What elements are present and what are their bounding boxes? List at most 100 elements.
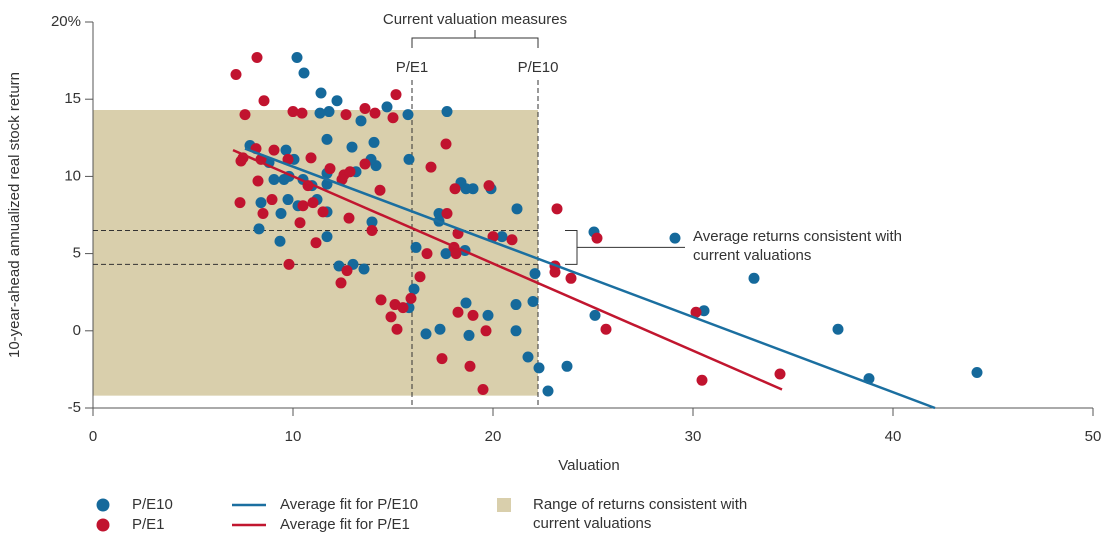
point	[278, 173, 290, 185]
point	[496, 231, 508, 243]
y-tick-label: 5	[73, 245, 81, 262]
point	[239, 109, 251, 121]
point	[452, 306, 464, 318]
point	[283, 258, 295, 270]
point	[252, 175, 264, 187]
point	[464, 360, 476, 372]
point	[282, 194, 294, 206]
point	[511, 203, 523, 215]
point	[483, 180, 495, 192]
x-tick-label: 0	[89, 428, 97, 445]
point	[434, 323, 446, 335]
point	[748, 272, 760, 284]
legend-label: P/E1	[132, 516, 165, 533]
point	[333, 260, 345, 272]
point	[355, 115, 367, 127]
point	[385, 311, 397, 323]
point	[294, 217, 306, 229]
point	[408, 283, 420, 295]
x-tick-label: 50	[1085, 428, 1102, 445]
point	[527, 295, 539, 307]
point	[359, 158, 371, 170]
point	[343, 212, 355, 224]
point	[425, 161, 437, 173]
point	[282, 153, 294, 165]
point	[287, 106, 299, 118]
point	[510, 325, 522, 337]
point	[315, 87, 327, 99]
point	[522, 351, 534, 363]
valuation-label: P/E1	[396, 59, 429, 76]
point	[251, 52, 263, 64]
consistent-bracket	[565, 229, 685, 265]
point	[275, 207, 287, 219]
point	[297, 200, 309, 212]
point	[317, 206, 329, 218]
point	[591, 232, 603, 244]
point	[381, 101, 393, 113]
point	[441, 106, 453, 118]
point	[344, 166, 356, 178]
point	[258, 95, 270, 107]
point	[449, 183, 461, 195]
point	[971, 366, 983, 378]
point	[551, 203, 563, 215]
consistent-note: Average returns consistent with current …	[693, 228, 902, 265]
point	[436, 353, 448, 365]
point	[280, 144, 292, 156]
y-axis-label: 10-year-ahead annualized real stock retu…	[6, 72, 23, 358]
point	[234, 197, 246, 209]
y-tick-label: 15	[64, 90, 81, 107]
point	[366, 224, 378, 236]
x-tick-label: 20	[485, 428, 502, 445]
point	[369, 107, 381, 119]
point	[467, 309, 479, 321]
valuation-bracket	[411, 30, 539, 48]
point	[397, 302, 409, 314]
point	[274, 235, 286, 247]
point	[561, 360, 573, 372]
x-axis-label: Valuation	[558, 457, 619, 474]
point	[542, 385, 554, 397]
point	[266, 194, 278, 206]
point	[298, 67, 310, 79]
point	[387, 112, 399, 124]
point	[480, 325, 492, 337]
legend-label: P/E10	[132, 496, 173, 513]
point	[410, 241, 422, 253]
point	[253, 223, 265, 235]
point	[307, 197, 319, 209]
y-tick-label: 10	[64, 167, 81, 184]
legend-marker	[96, 518, 110, 532]
point	[402, 109, 414, 121]
y-tick-label: -5	[68, 399, 81, 416]
point	[335, 277, 347, 289]
point	[375, 294, 387, 306]
point	[340, 109, 352, 121]
point	[467, 183, 479, 195]
point	[440, 138, 452, 150]
legend-label: Average fit for P/E10	[280, 496, 418, 513]
point	[440, 248, 452, 260]
point	[565, 272, 577, 284]
legend-label: Average fit for P/E1	[280, 516, 410, 533]
point	[433, 207, 445, 219]
point	[774, 368, 786, 380]
point	[359, 102, 371, 114]
point	[296, 107, 308, 119]
fit-line	[232, 149, 783, 391]
point	[589, 309, 601, 321]
y-tick-label: 0	[73, 322, 81, 339]
point	[310, 237, 322, 249]
valuation-label: P/E10	[518, 59, 559, 76]
point	[460, 297, 472, 309]
point	[314, 107, 326, 119]
y-tick-label: 20%	[51, 13, 81, 30]
point	[368, 136, 380, 148]
point	[482, 309, 494, 321]
point	[600, 323, 612, 335]
point	[321, 133, 333, 145]
valuation-title: Current valuation measures	[383, 11, 567, 28]
point	[533, 362, 545, 374]
